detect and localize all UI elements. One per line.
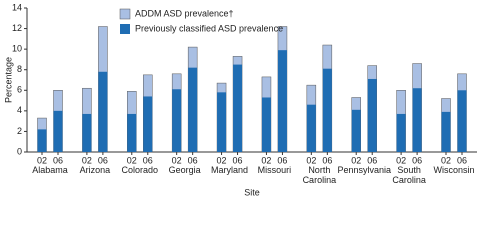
bar [351, 109, 361, 152]
bar [53, 110, 63, 152]
x-tick-label: 06 [233, 155, 243, 165]
x-tick-label: 06 [367, 155, 377, 165]
bar [98, 71, 108, 152]
bar [277, 50, 287, 152]
y-axis-title: Percentage [3, 57, 13, 103]
bar [37, 129, 47, 152]
y-tick-label: 14 [12, 2, 22, 12]
x-tick-label: 06 [277, 155, 287, 165]
x-tick-label: 02 [351, 155, 361, 165]
y-tick-label: 0 [17, 146, 22, 156]
x-tick-label: 06 [98, 155, 108, 165]
x-tick-label: 02 [441, 155, 451, 165]
group-label: Wisconsin [433, 165, 475, 175]
bar [188, 67, 198, 152]
bar [396, 113, 406, 152]
x-tick-label: 02 [396, 155, 406, 165]
group-label: Maryland [211, 165, 249, 175]
group-label: Alabama [32, 165, 68, 175]
group-label: Missouri [257, 165, 292, 175]
group-label: Colorado [121, 165, 159, 175]
legend-swatch [120, 24, 130, 34]
x-tick-label: 02 [306, 155, 316, 165]
y-tick-label: 4 [17, 105, 22, 115]
bar [82, 113, 92, 152]
chart-container: Percentage Site 0 2 4 6 8 10 12 14 02 06 02 06 02 06 0… [3, 2, 477, 197]
x-tick-label: 02 [127, 155, 137, 165]
bar [457, 90, 467, 152]
bar [233, 64, 243, 152]
group-label: Arizona [79, 165, 111, 175]
x-tick-label: 06 [188, 155, 198, 165]
bar [143, 96, 153, 152]
y-tick-label: 10 [12, 44, 22, 54]
legend-label: ADDM ASD prevalence† [135, 8, 234, 18]
group-label: North Carolina [302, 165, 337, 185]
y-tick-label: 12 [12, 23, 22, 33]
x-axis-title: Site [244, 187, 260, 197]
x-tick-label: 02 [82, 155, 92, 165]
bar [412, 88, 422, 152]
x-tick-label: 02 [217, 155, 227, 165]
x-tick-label: 06 [412, 155, 422, 165]
x-tick-label: 02 [261, 155, 271, 165]
bar [127, 113, 137, 152]
x-tick-label: 06 [53, 155, 63, 165]
group-label: South Carolina [392, 165, 426, 185]
legend-label: Previously classified ASD prevalence [135, 23, 283, 33]
x-tick-label: 02 [172, 155, 182, 165]
bar [172, 89, 182, 152]
x-tick-label: 06 [143, 155, 153, 165]
bar [306, 104, 316, 152]
y-tick-label: 6 [17, 85, 22, 95]
x-tick-label: 02 [37, 155, 47, 165]
group-label: Georgia [168, 165, 201, 175]
legend-swatch [119, 8, 131, 20]
bar [261, 97, 271, 152]
x-tick-label: 06 [457, 155, 467, 165]
bar [441, 111, 451, 152]
group-label: Pennsylvania [337, 165, 391, 175]
bar [367, 78, 377, 152]
y-tick-label: 2 [17, 126, 22, 136]
bar [217, 92, 227, 152]
bar [322, 68, 332, 152]
x-tick-label: 06 [322, 155, 332, 165]
y-tick-label: 8 [17, 64, 22, 74]
